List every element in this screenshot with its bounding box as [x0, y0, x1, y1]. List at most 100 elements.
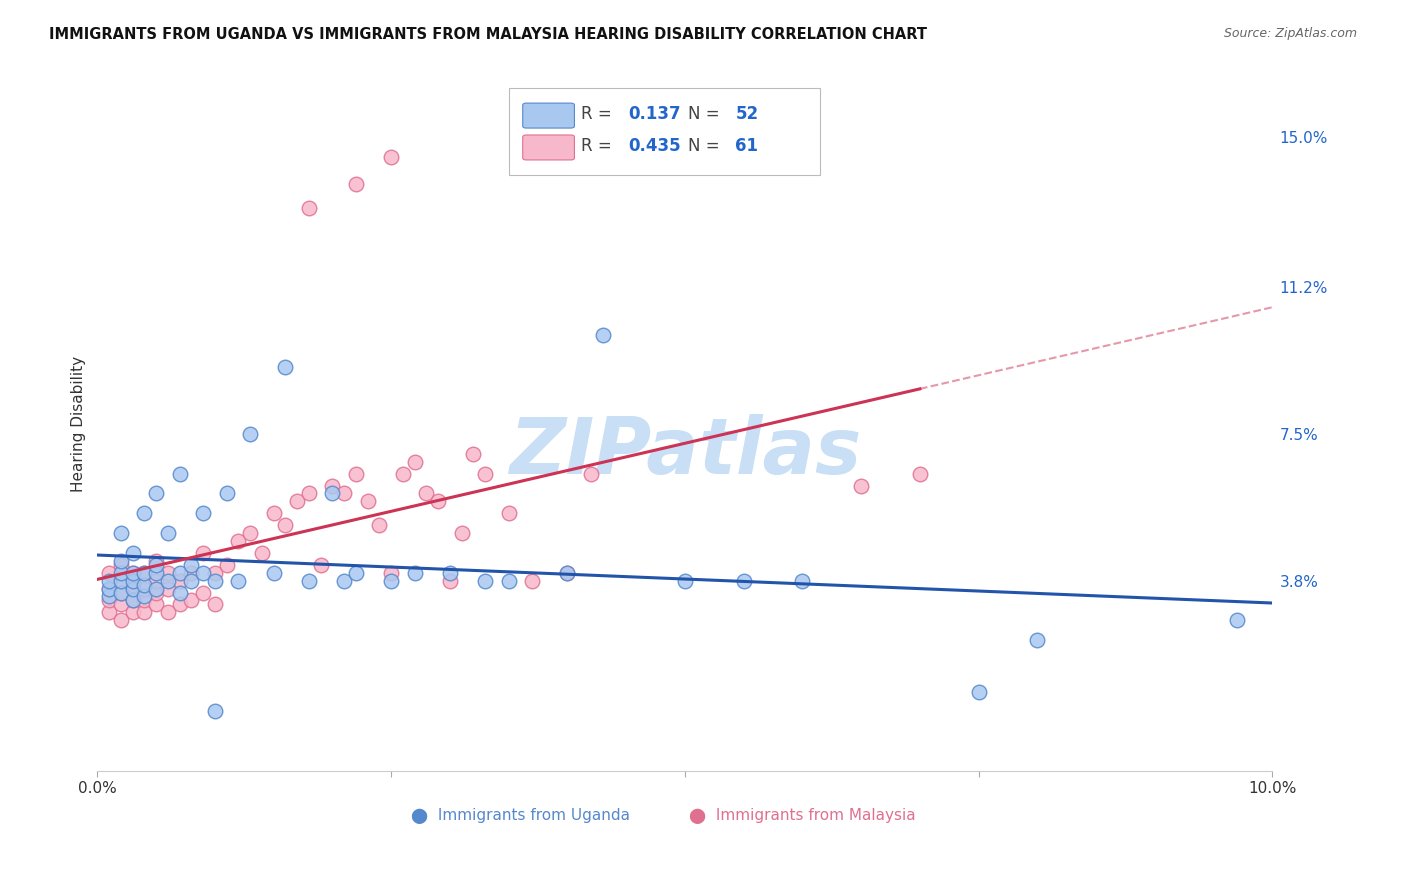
Point [191, 585, 214, 599]
Point [145, 558, 167, 572]
Point [368, 518, 391, 533]
Point [427, 494, 450, 508]
Point [415, 486, 437, 500]
Point [191, 566, 214, 580]
Point [380, 574, 402, 588]
Point [908, 467, 931, 481]
Point [134, 577, 156, 591]
Point [110, 554, 132, 568]
Point [733, 574, 755, 588]
Point [169, 566, 191, 580]
Point [156, 526, 179, 541]
Point [180, 593, 202, 607]
Text: Source: ZipAtlas.com: Source: ZipAtlas.com [1223, 27, 1357, 40]
Point [344, 566, 367, 580]
Point [579, 467, 602, 481]
Point [263, 566, 285, 580]
Point [250, 546, 273, 560]
Point [98, 590, 121, 604]
Point [156, 582, 179, 596]
Point [98, 605, 121, 619]
Point [110, 526, 132, 541]
Text: N =: N = [689, 137, 725, 155]
Point [121, 566, 143, 580]
Point [298, 486, 321, 500]
Point [121, 577, 143, 591]
Point [98, 582, 121, 596]
Point [98, 574, 121, 588]
Point [204, 705, 226, 719]
Point [156, 605, 179, 619]
Point [145, 598, 167, 612]
Point [145, 582, 167, 596]
Text: 0.435: 0.435 [628, 137, 681, 155]
Point [321, 478, 343, 492]
Point [274, 518, 297, 533]
Point [321, 486, 343, 500]
Text: IMMIGRANTS FROM UGANDA VS IMMIGRANTS FROM MALAYSIA HEARING DISABILITY CORRELATIO: IMMIGRANTS FROM UGANDA VS IMMIGRANTS FRO… [49, 27, 927, 42]
Point [404, 455, 426, 469]
Point [121, 546, 143, 560]
Point [498, 506, 520, 520]
Point [134, 566, 156, 580]
Point [121, 566, 143, 580]
Point [274, 359, 297, 374]
Point [380, 150, 402, 164]
Point [520, 574, 543, 588]
Point [439, 566, 461, 580]
Point [145, 574, 167, 588]
Point [333, 574, 356, 588]
Point [1026, 633, 1049, 648]
Point [98, 566, 121, 580]
Point [134, 506, 156, 520]
FancyBboxPatch shape [509, 87, 820, 175]
Point [134, 590, 156, 604]
Text: R =: R = [582, 137, 617, 155]
Point [204, 574, 226, 588]
Point [134, 566, 156, 580]
Point [333, 486, 356, 500]
Point [145, 585, 167, 599]
Point [110, 566, 132, 580]
Y-axis label: Hearing Disability: Hearing Disability [72, 356, 86, 492]
Point [169, 467, 191, 481]
Point [215, 486, 238, 500]
Text: ZIPatlas: ZIPatlas [509, 414, 860, 490]
Point [344, 467, 367, 481]
Text: N =: N = [689, 105, 725, 123]
Point [592, 328, 614, 343]
Point [557, 566, 579, 580]
Point [121, 593, 143, 607]
Text: R =: R = [582, 105, 617, 123]
Point [404, 566, 426, 580]
Point [169, 574, 191, 588]
Point [450, 526, 472, 541]
FancyBboxPatch shape [523, 103, 575, 128]
Point [180, 574, 202, 588]
Point [169, 585, 191, 599]
Point [110, 585, 132, 599]
Point [191, 506, 214, 520]
Point [110, 613, 132, 627]
Point [474, 467, 496, 481]
Text: 52: 52 [735, 105, 758, 123]
Point [98, 582, 121, 596]
Point [145, 486, 167, 500]
Point [110, 574, 132, 588]
Point [121, 605, 143, 619]
Point [110, 574, 132, 588]
Point [169, 598, 191, 612]
Point [180, 566, 202, 580]
Point [204, 566, 226, 580]
Point [239, 427, 262, 442]
Point [121, 582, 143, 596]
Point [1226, 613, 1249, 627]
Point [98, 593, 121, 607]
Point [110, 598, 132, 612]
Point [298, 201, 321, 215]
Point [380, 566, 402, 580]
Text: 61: 61 [735, 137, 758, 155]
Point [557, 566, 579, 580]
Point [239, 526, 262, 541]
Point [792, 574, 814, 588]
